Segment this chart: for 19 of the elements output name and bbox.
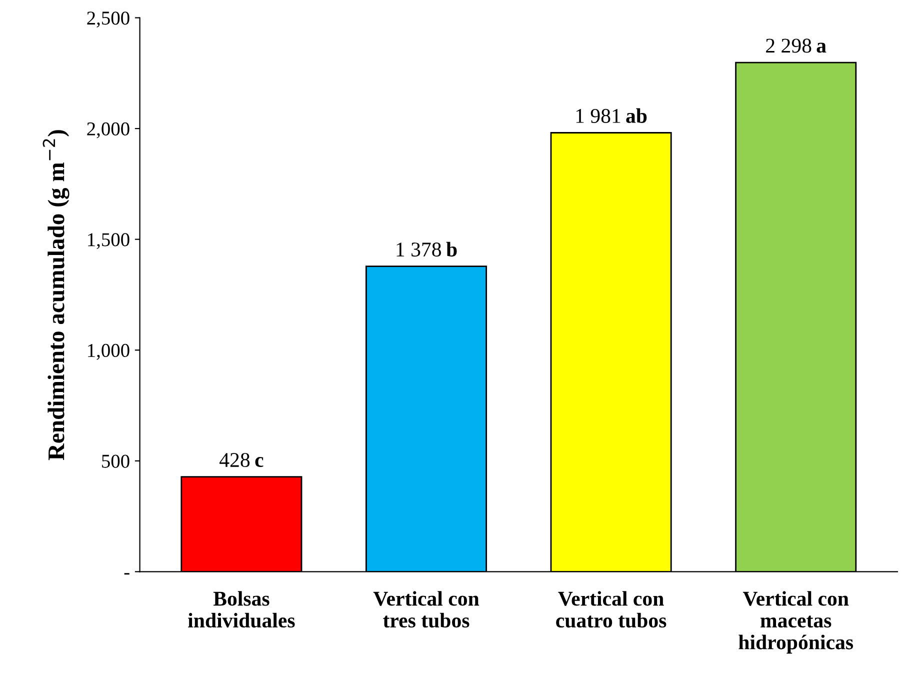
x-tick-label: Vertical con cuatro tubos bbox=[556, 591, 666, 628]
annotation: b bbox=[446, 242, 457, 257]
x-tick-label: Vertical con macetas hidropónicas bbox=[738, 591, 854, 654]
y-tick-label: 1,500 bbox=[88, 233, 130, 250]
annotation: c bbox=[255, 457, 264, 468]
data-label: 1 981 bbox=[576, 108, 620, 123]
data-label: 2 298 bbox=[766, 38, 812, 53]
y-tick-label: - bbox=[124, 573, 130, 575]
x-tick-label: Bolsas individuales bbox=[188, 591, 295, 628]
y-tick-label: 2,000 bbox=[87, 122, 130, 138]
y-axis-title: Rendimiento acumulado (g m$^{−2}$) bbox=[42, 130, 70, 460]
annotation: ab bbox=[626, 108, 647, 123]
data-label: 428 bbox=[220, 452, 250, 468]
y-tick-label: 500 bbox=[102, 454, 130, 468]
y-tick-label: 2,500 bbox=[87, 12, 130, 28]
data-label: 1 378 bbox=[396, 242, 441, 257]
x-tick-label: Vertical con tres tubos bbox=[373, 591, 480, 628]
annotation: a bbox=[816, 42, 826, 53]
y-tick-label: 1,000 bbox=[88, 344, 130, 360]
